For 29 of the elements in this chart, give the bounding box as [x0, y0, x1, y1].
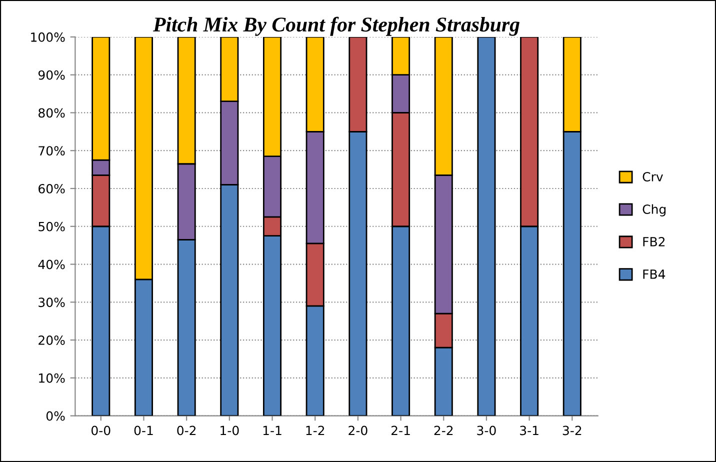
- legend-label: FB2: [643, 236, 665, 246]
- legend-label: Crv: [642, 172, 663, 182]
- x-tick-label: 1-1: [263, 426, 282, 436]
- y-tick-label: 20%: [38, 336, 65, 345]
- x-tick-label: 2-1: [391, 426, 410, 436]
- y-tick-label: 80%: [38, 108, 65, 118]
- y-tick-label: 10%: [39, 373, 65, 383]
- y-tick-label: 60%: [38, 184, 65, 194]
- y-tick-label: 30%: [38, 298, 65, 308]
- y-tick-label: 90%: [38, 70, 65, 80]
- y-tick-label: 70%: [38, 146, 65, 156]
- x-tick-label: 2-2: [434, 426, 453, 436]
- bar: [477, 36, 496, 416]
- x-tick-label: 2-0: [348, 426, 368, 436]
- x-tick-label: 3-0: [477, 426, 496, 436]
- x-tick-label: 3-1: [520, 426, 538, 436]
- x-tick-label: 3-2: [562, 426, 582, 436]
- x-tick-label: 0-2: [177, 426, 196, 436]
- y-tick-label: 40%: [38, 260, 65, 270]
- x-tick-label: 0-0: [92, 426, 110, 436]
- chart-title: Pitch Mix By Count for Stephen Strasburg: [153, 16, 520, 36]
- legend-label: Chg: [642, 204, 666, 216]
- x-tick-label: 0-1: [134, 426, 153, 436]
- legend-label: FB4: [643, 270, 666, 279]
- y-tick-label: 0%: [46, 411, 65, 421]
- x-tick-label: 1-2: [306, 426, 324, 436]
- y-tick-label: 100%: [31, 32, 65, 42]
- y-tick-label: 50%: [38, 222, 65, 232]
- x-tick-label: 1-0: [220, 426, 239, 436]
